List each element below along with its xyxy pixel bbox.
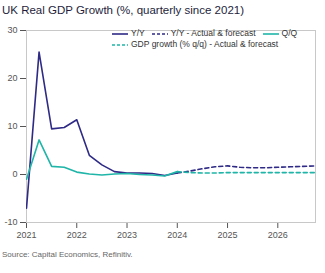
svg-text:2022: 2022 [67,230,87,240]
html-text:Y/Y - Actual & forecast: Y/Y - Actual & forecast [170,28,256,38]
svg-text:10: 10 [7,121,17,131]
svg-text:2024: 2024 [167,230,187,240]
html-text:Source: Capital Economics, Ref: Source: Capital Economics, Refinitiv. [2,250,133,259]
svg-text:20: 20 [7,73,17,83]
html-text:GDP growth (% q/q) - Actual &: GDP growth (% q/q) - Actual & forecast [131,39,279,49]
svg-text:2026: 2026 [268,230,288,240]
html-text:Q/Q: Q/Q [281,28,298,38]
html-text:Y/Y: Y/Y [131,28,145,38]
html-text:UK Real GDP Growth (%, quarter: UK Real GDP Growth (%, quarterly since 2… [2,4,244,16]
svg-text:0: 0 [12,169,17,179]
svg-text:2021: 2021 [16,230,36,240]
svg-text:-10: -10 [4,217,17,227]
svg-text:2025: 2025 [218,230,238,240]
svg-text:30: 30 [7,25,17,35]
svg-text:2023: 2023 [117,230,137,240]
